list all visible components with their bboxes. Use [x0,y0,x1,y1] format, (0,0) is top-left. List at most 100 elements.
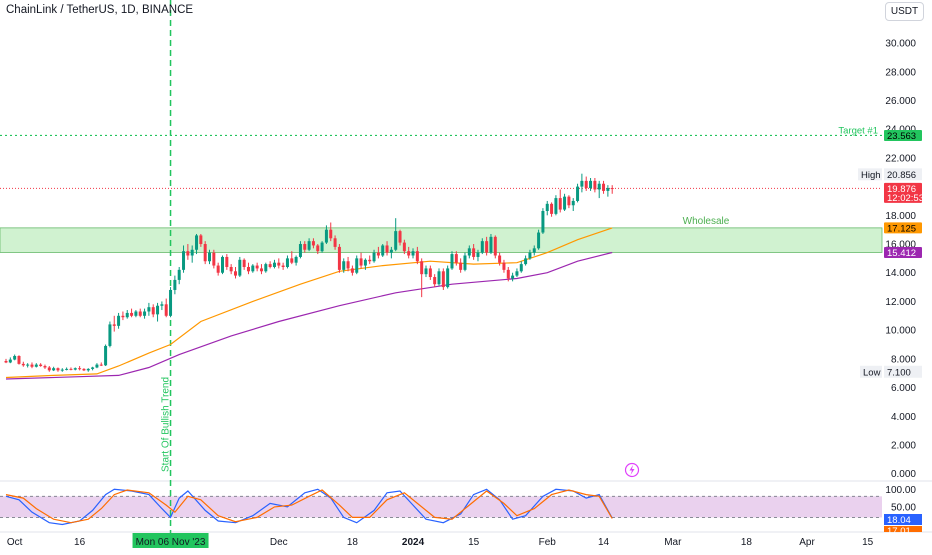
candle-body [584,180,588,189]
candle-body [467,248,471,256]
candle-body [277,262,281,266]
candle-body [554,198,558,214]
candle-body [177,269,181,280]
price-tick-label: 18.000 [885,211,916,222]
candle-body [407,251,411,256]
price-tick-label: 8.000 [891,354,916,365]
candle-body [593,180,597,190]
candle-body [151,307,155,315]
candle-body [173,279,177,290]
candle-body [285,258,289,267]
candle-body [606,188,610,191]
candle-body [602,183,606,191]
candle-body [203,244,207,262]
current-price-badge-countdown: 12:02:53 [887,193,924,204]
candle-body [398,231,402,243]
candle-body [489,236,493,253]
candle-body [169,289,173,316]
candle-body [65,368,69,370]
candle-body [164,304,168,316]
stoch-k-badge [884,514,922,525]
current-price-badge-bg [884,182,922,203]
candle-body [73,368,77,370]
candle-body [519,264,523,272]
candle-body [134,311,138,316]
candle-body [130,312,134,316]
candle-body [437,271,441,285]
price-tick-label: 4.000 [891,412,916,423]
candle-body [567,196,571,206]
candle-body [21,363,25,366]
time-tick-label: 18 [741,537,753,548]
candle-body [30,364,34,367]
time-tick-label: 15 [468,537,480,548]
candle-body [558,198,562,210]
candle-body [99,364,103,366]
candle-body [498,255,502,263]
candle-body [576,186,580,201]
candle-body [485,241,489,253]
low-label: Low [863,367,881,378]
candle-body [385,245,389,253]
candle-body [199,235,203,245]
candle-body [493,236,497,256]
candle-body [454,254,458,263]
time-tick-label: 2024 [402,537,425,548]
candle-body [69,368,73,370]
candle-body [138,311,142,316]
candle-body [480,241,484,253]
wholesale-zone [0,227,883,253]
time-highlight-label: Mon 06 Nov '23 [136,537,206,548]
candle-body [52,368,56,371]
candle-body [39,364,43,367]
candle-body [95,364,99,368]
candle-body [225,256,229,267]
candle-body [411,251,415,256]
candle-body [524,258,528,265]
candle-body [441,271,445,288]
candle-body [186,251,190,256]
candle-body [402,242,406,252]
candle-body [264,264,268,272]
lightning-icon [629,465,635,475]
high-value-bg [884,168,922,181]
price-tick-label: 28.000 [885,67,916,78]
candle-body [147,307,151,312]
high-label: High [861,170,881,181]
currency-button[interactable]: USDT [885,2,924,21]
zone-label: Wholesale [683,216,730,227]
price-tick-label: 30.000 [885,39,916,50]
candle-body [229,266,233,272]
candle-body [47,367,51,371]
stoch-tick-label: 100.00 [885,485,916,496]
candle-body [571,200,575,206]
candle-body [506,269,510,279]
low-value: 7.100 [887,367,911,378]
candle-body [472,248,476,257]
candle-body [233,271,237,276]
candle-body [541,211,545,233]
candle-body [459,262,463,270]
candle-body [433,277,437,285]
candle-body [4,361,8,363]
ma-fast-badge-bg [884,222,922,234]
candle-body [195,235,199,250]
target-label: Target #1 [838,125,878,136]
candle-body [13,355,17,360]
candle-body [550,203,554,214]
price-tick-label: 12.000 [885,297,916,308]
time-tick-label: Feb [539,537,557,548]
candle-body [208,252,212,262]
candle-body [60,369,64,371]
candle-body [415,251,419,262]
candle-body [268,264,272,267]
candle-body [580,180,584,187]
candle-body [242,259,246,267]
candle-body [589,180,593,189]
candle-body [329,229,333,239]
candle-body [251,265,255,272]
trend-start-label: Start Of Bullish Trend [161,377,172,472]
candle-body [34,364,38,367]
